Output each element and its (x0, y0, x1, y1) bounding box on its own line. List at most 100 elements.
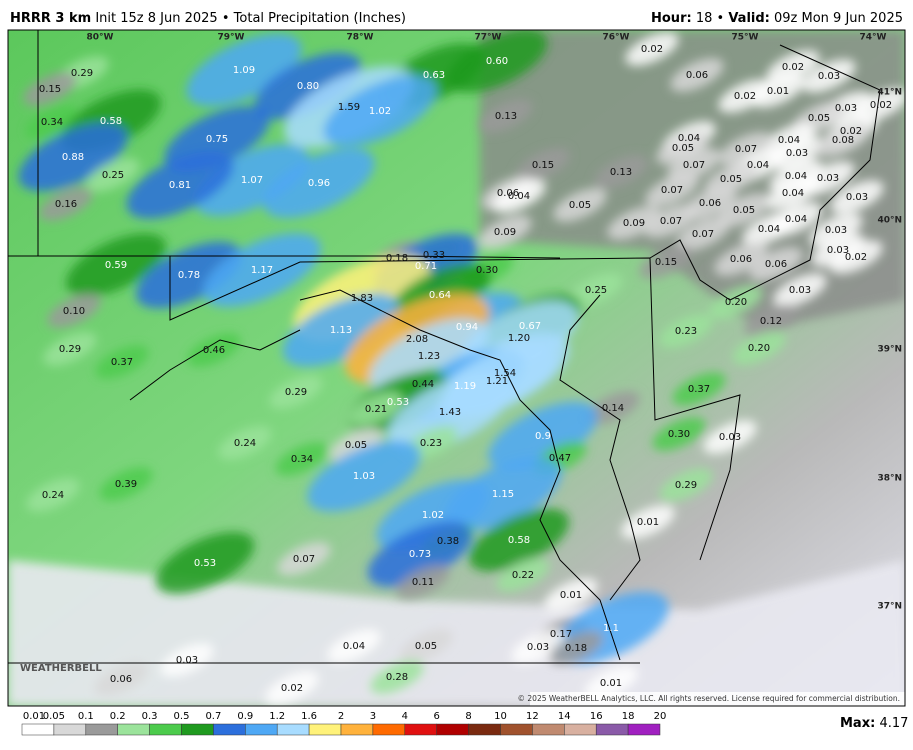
precip-blob (25, 105, 79, 139)
legend-swatch (595, 723, 629, 736)
precip-blob (829, 240, 883, 274)
precip-value: 0.06 (110, 674, 132, 685)
precip-value: 0.01 (767, 86, 789, 97)
precip-value: 0.06 (686, 70, 708, 81)
title: HRRR 3 km Init 15z 8 Jun 2025 • Total Pr… (10, 11, 406, 26)
precip-blob (802, 59, 856, 93)
precip-blob (718, 79, 772, 113)
precip-blob (621, 505, 675, 539)
precip-blob (854, 88, 905, 122)
precip-value: 0.06 (765, 259, 787, 270)
precip-value: 0.15 (655, 257, 677, 268)
precip-value: 0.07 (683, 160, 705, 171)
map-area: 80°W 79°W 78°W 77°W 76°W 75°W 74°W 41°N 40°N 39°N… (8, 30, 905, 706)
precip-value: 0.09 (623, 218, 645, 229)
precip-value: 0.29 (675, 480, 697, 491)
precip-value: 0.03 (789, 285, 811, 296)
precip-blob (370, 660, 424, 694)
precip-value: 0.06 (699, 198, 721, 209)
precip-blob (446, 30, 548, 93)
hour-label: Hour: (651, 11, 692, 26)
precip-blob (766, 176, 820, 210)
precip-value: 0.03 (825, 225, 847, 236)
precip-value: 0.15 (532, 160, 554, 171)
precip-value: 0.59 (105, 260, 127, 271)
longitude-label: 74°W (860, 33, 887, 43)
precip-value: 0.30 (476, 265, 498, 276)
precip-value: 0.37 (111, 357, 133, 368)
precip-blob (478, 215, 532, 249)
precip-blob (719, 132, 773, 166)
precip-blob (809, 213, 863, 247)
precip-value: 1.23 (418, 351, 440, 362)
precip-value: 0.04 (508, 191, 530, 202)
precip-value: 0.16 (55, 199, 77, 210)
precip-blob (203, 233, 321, 307)
precip-value: 0.05 (345, 440, 367, 451)
precip-blob (625, 32, 679, 66)
legend-label: 0.7 (205, 711, 221, 722)
precip-blob (307, 440, 421, 512)
precip-value: 0.63 (423, 70, 445, 81)
sep: • (717, 11, 725, 26)
precip-value: 0.04 (782, 188, 804, 199)
precip-blob (396, 565, 450, 599)
precip-value: 0.07 (293, 554, 315, 565)
precip-blob (47, 294, 101, 328)
legend-swatch (564, 723, 597, 736)
precip-blob (811, 233, 865, 267)
legend-swatch (500, 723, 533, 736)
precip-blob (99, 467, 153, 501)
precip-value: 1.83 (351, 293, 373, 304)
precip-value: 0.37 (688, 384, 710, 395)
precip-blob (126, 151, 234, 219)
legend-swatch (117, 723, 150, 736)
precip-blob (86, 158, 140, 192)
precip-value: 0.09 (494, 227, 516, 238)
latitude-label: 41°N (877, 88, 902, 98)
precip-blob (94, 662, 148, 696)
precip-blob (732, 331, 786, 365)
precip-blob (194, 144, 310, 216)
legend-swatch (53, 723, 87, 736)
precip-blob (770, 136, 824, 170)
precip-value: 0.05 (415, 641, 437, 652)
precip-blob (18, 122, 128, 192)
precip-value: 0.04 (747, 160, 769, 171)
map-frame (7, 29, 906, 707)
precip-value: 0.34 (41, 117, 63, 128)
precip-blob (329, 428, 383, 462)
precip-value: 0.78 (178, 270, 200, 281)
legend-label: 0.2 (110, 711, 126, 722)
legend-swatch (532, 723, 565, 736)
precip-blob (218, 426, 272, 460)
legend-label: 0.5 (174, 711, 190, 722)
legend-label: 20 (654, 711, 667, 722)
precip-value: 1.1 (603, 623, 619, 634)
precip-blob (479, 99, 533, 133)
legend: 0.010.05 0.1 0.2 0.3 0.5 0.7 0.9 1.2 1.6 2 3 4 6 8 10 1… (21, 711, 667, 736)
legend-label: 14 (558, 711, 571, 722)
precip-value: 0.24 (234, 438, 256, 449)
legend-swatch (245, 723, 278, 736)
precip-blob (769, 202, 823, 236)
precip-value: 1.02 (422, 510, 444, 521)
longitude-label: 75°W (732, 33, 759, 43)
precip-value: 1.17 (251, 265, 273, 276)
precip-blob (282, 293, 400, 367)
precip-value: 1.43 (439, 407, 461, 418)
legend-label: 2 (338, 711, 344, 722)
precip-value: 0.02 (845, 252, 867, 263)
precip-value: 0.71 (415, 261, 437, 272)
precip-value: 0.25 (585, 285, 607, 296)
longitude-label: 77°W (475, 33, 502, 43)
precip-blob (65, 233, 167, 297)
precip-blob (323, 75, 437, 147)
precip-value: 0.04 (758, 224, 780, 235)
precip-value: 0.64 (429, 290, 451, 301)
init: Init 15z 8 Jun 2025 (95, 11, 217, 26)
precip-value: 0.25 (102, 170, 124, 181)
precip-blob (265, 671, 319, 705)
precip-blob (773, 273, 827, 307)
precip-blob (607, 206, 661, 240)
